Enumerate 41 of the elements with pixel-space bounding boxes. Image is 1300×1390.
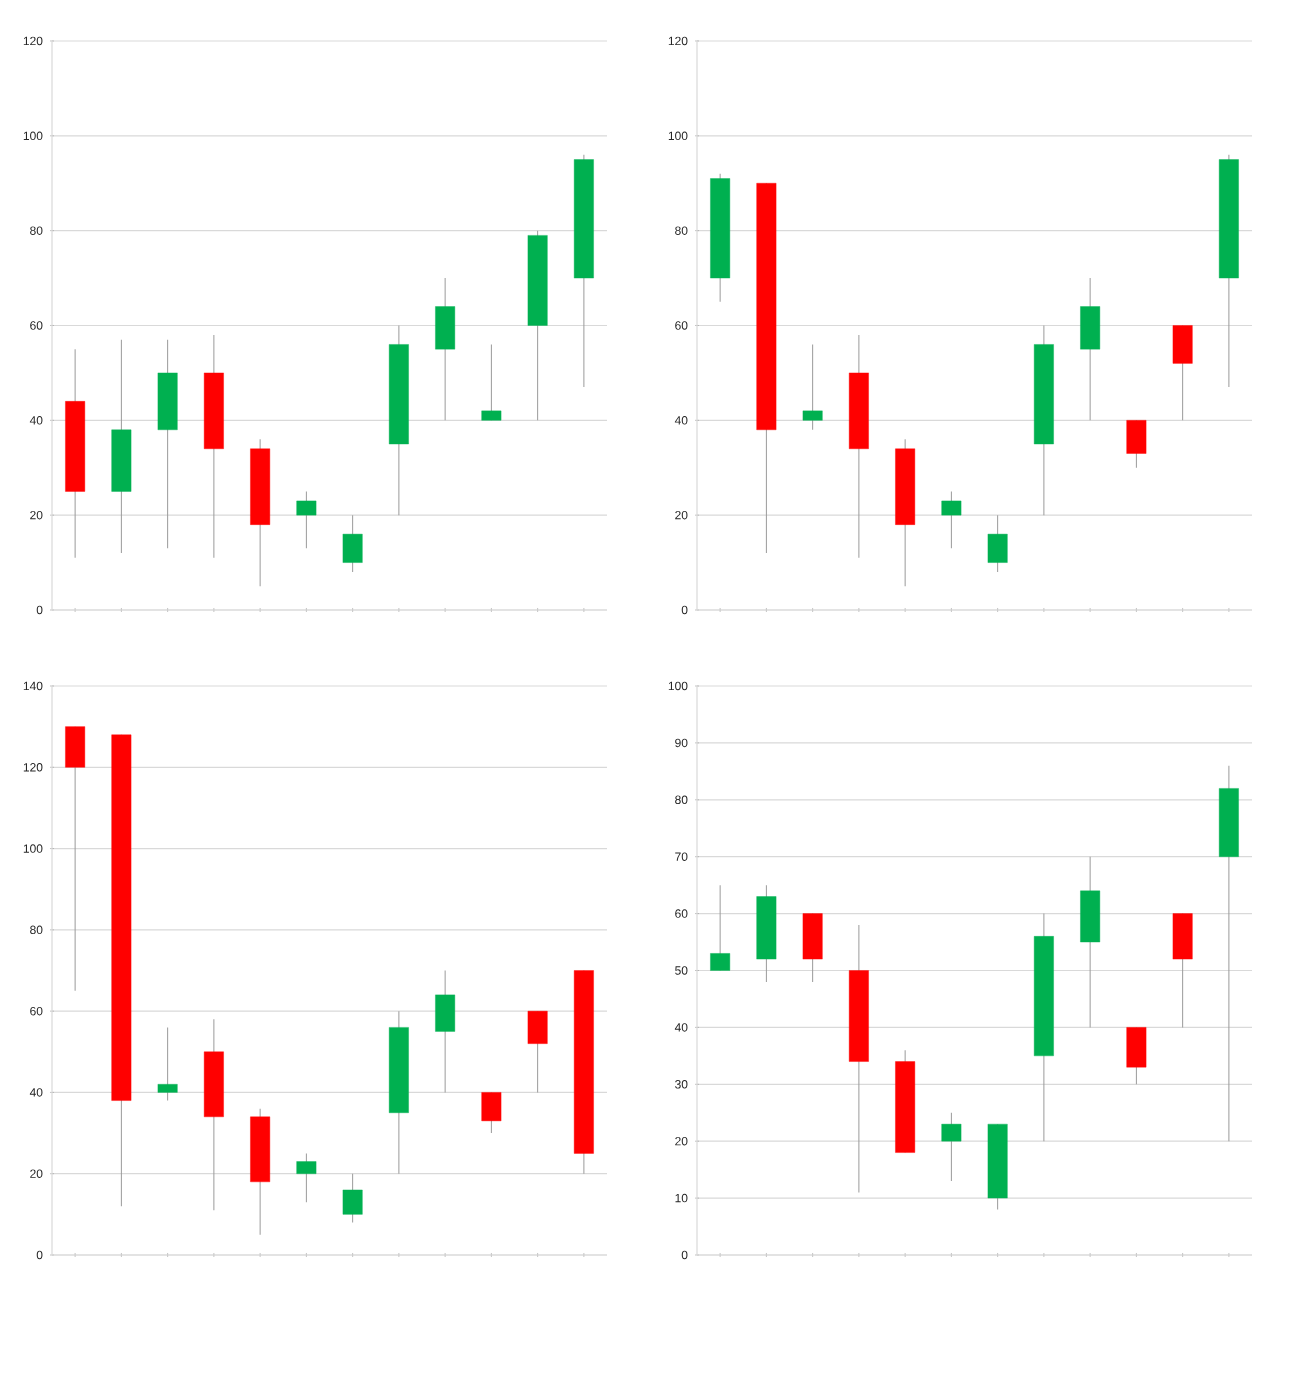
candlestick [157,1026,178,1102]
candlestick [296,1152,317,1203]
candlestick [941,490,962,549]
candlestick [802,343,823,431]
y-tick-label: 120 [23,763,43,772]
y-tick-label: 80 [675,226,688,235]
y-tick-label: 20 [30,1169,43,1178]
y-tick-label: 40 [674,416,688,425]
y-tick-label: 120 [668,36,688,46]
y-tick-label: 20 [675,510,688,520]
y-tick-label: 20 [675,1136,688,1146]
y-tick-label: 0 [681,605,688,615]
y-tick-label: 100 [668,681,688,691]
y-tick-label: 70 [675,852,688,861]
y-tick-label: 0 [681,1250,688,1260]
y-tick-label: 20 [30,510,43,520]
y-tick-label: 140 [23,681,43,691]
candlestick [481,343,502,421]
y-tick-label: 60 [30,321,43,330]
y-tick-label: 60 [30,1006,43,1016]
y-tick-label: 0 [36,605,43,615]
y-tick-label: 0 [36,1250,43,1260]
y-tick-label: 80 [30,925,43,935]
candlestick [710,884,731,971]
y-tick-label: 40 [674,1023,688,1032]
y-tick-label: 40 [29,1088,43,1097]
y-tick-label: 80 [30,226,43,235]
y-tick-label: 120 [23,36,43,46]
candlestick [941,1112,962,1182]
y-tick-label: 100 [23,131,43,141]
y-tick-label: 10 [675,1193,688,1203]
y-tick-label: 90 [675,738,688,748]
y-tick-label: 40 [29,416,43,425]
y-tick-label: 50 [675,966,688,975]
candlestick [296,490,317,549]
y-tick-label: 60 [675,909,688,918]
y-tick-label: 100 [668,131,688,141]
y-tick-label: 80 [675,795,688,805]
y-tick-label: 30 [675,1080,688,1089]
y-tick-label: 60 [675,321,688,330]
y-tick-label: 100 [23,844,43,853]
